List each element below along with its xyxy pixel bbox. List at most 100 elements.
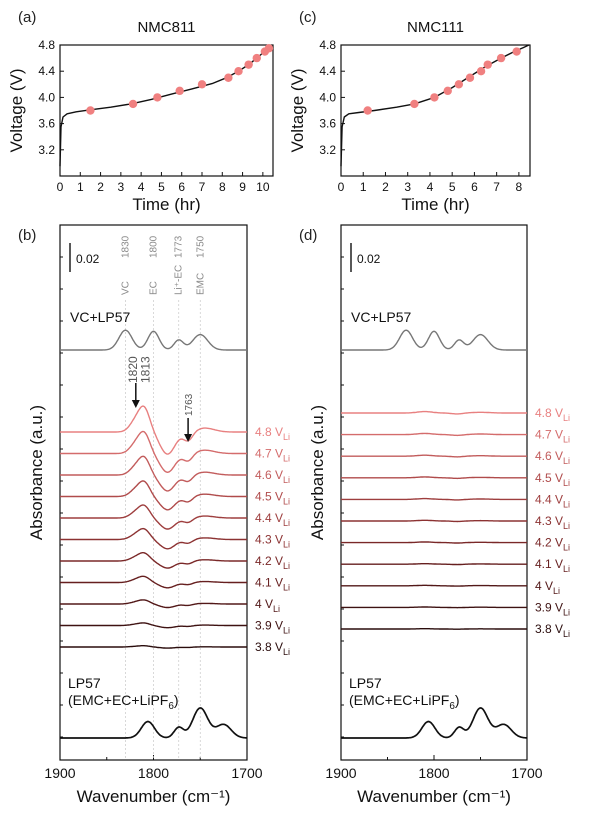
- y-axis-label: Voltage (V): [7, 68, 26, 152]
- bottom-spectrum-sublabel-tail: ): [455, 692, 460, 708]
- series-voltage: 4.7 V: [255, 447, 283, 461]
- bottom-spectrum-sublabel-sub: 6: [168, 701, 174, 712]
- series-subscript: Li: [563, 543, 570, 553]
- reference-line-value: 1750: [195, 235, 206, 258]
- chart-title: NMC811: [137, 19, 195, 36]
- voltage-marker: [197, 80, 207, 89]
- series-label: 4 VLi: [535, 579, 560, 596]
- x-tick-label: 1800: [138, 765, 169, 781]
- x-tick-label: 2: [97, 180, 104, 194]
- y-tick-label: 4.0: [38, 90, 55, 104]
- series-subscript: Li: [283, 561, 290, 571]
- scale-bar-label: 0.02: [76, 252, 100, 266]
- bottom-spectrum-label: LP57: [349, 675, 382, 691]
- voltage-panel-c: (c) NMC111 0 1 2 3 4 5 6 7 8 3.2 3.6 4.0 4.4 4.8 Time (h…: [288, 9, 531, 214]
- bottom-spectrum-sublabel: (EMC+EC+LiPF6): [349, 692, 460, 712]
- y-tick-label: 4.0: [319, 90, 336, 104]
- x-tick-label: 2: [382, 180, 389, 194]
- x-tick-label: 1700: [511, 765, 542, 781]
- bottom-spectrum-sublabel-main: (EMC+EC+LiPF: [68, 692, 168, 708]
- spectrum-4.6v: [60, 455, 247, 492]
- x-tick-label: 8: [219, 180, 226, 194]
- spectrum-4.7v: [341, 432, 527, 437]
- x-tick-label: 6: [178, 180, 185, 194]
- bottom-spectrum-label: LP57: [68, 675, 101, 691]
- x-tick-label: 4: [427, 180, 434, 194]
- x-tick-label: 6: [471, 180, 478, 194]
- voltage-marker: [363, 106, 372, 115]
- series-voltage: 4.5 V: [535, 471, 563, 485]
- series-voltage: 4.3 V: [535, 514, 563, 528]
- series-label: 4.1 VLi: [535, 557, 570, 574]
- spectrum-4.8v: [60, 405, 247, 455]
- voltage-marker: [443, 86, 452, 96]
- x-axis-label: Wavenumber (cm⁻¹): [357, 787, 511, 806]
- plot-frame: [59, 44, 274, 177]
- top-spectrum-label: VC+LP57: [351, 309, 412, 325]
- series-label: 4.1 VLi: [255, 576, 290, 593]
- series-subscript: Li: [273, 604, 280, 614]
- series-subscript: Li: [283, 647, 290, 657]
- spectrum-4.2v: [60, 552, 247, 569]
- spectrum-4.3v: [60, 527, 247, 550]
- series-label: 4.7 VLi: [255, 447, 290, 464]
- voltage-marker: [264, 44, 274, 53]
- y-axis-label: Voltage (V): [288, 68, 307, 152]
- voltage-curve: [59, 44, 273, 167]
- reference-line-value: 1773: [174, 235, 185, 258]
- plot-frame: [340, 44, 531, 177]
- spectrum-3.8v: [341, 628, 527, 630]
- spectrum-lp57: [341, 707, 527, 739]
- voltage-marker: [465, 73, 475, 82]
- y-tick-label: 3.6: [319, 117, 336, 131]
- series-subscript: Li: [563, 564, 570, 574]
- x-axis-label: Time (hr): [132, 195, 200, 214]
- x-tick-label: 7: [493, 180, 500, 194]
- spectrum-4.6v: [341, 454, 527, 458]
- voltage-marker: [496, 53, 506, 63]
- series-voltage: 4.4 V: [255, 511, 283, 525]
- bottom-spectrum-sublabel: (EMC+EC+LiPF6): [68, 692, 179, 712]
- y-tick-label: 3.2: [319, 143, 336, 157]
- series-subscript: Li: [283, 432, 290, 442]
- series-subscript: Li: [563, 456, 570, 466]
- voltage-marker: [476, 67, 486, 76]
- x-tick-label: 9: [239, 180, 246, 194]
- x-tick-label: 1700: [231, 765, 262, 781]
- series-label: 4 VLi: [255, 597, 280, 614]
- top-spectrum-label: VC+LP57: [70, 309, 131, 325]
- x-tick-label: 1900: [325, 765, 356, 781]
- series-label: 4.2 VLi: [535, 536, 570, 553]
- annotation-arrowhead: [131, 400, 140, 408]
- spectrum-lp57: [60, 707, 247, 739]
- reference-line-value: 1800: [149, 235, 160, 258]
- annotation-arrowhead: [184, 434, 193, 442]
- voltage-marker: [252, 53, 261, 63]
- series-voltage: 4.5 V: [255, 490, 283, 504]
- x-tick-label: 5: [158, 180, 165, 194]
- reference-line-label: EC: [149, 281, 160, 295]
- series-label: 3.9 VLi: [535, 600, 570, 617]
- series-voltage: 4.1 V: [535, 557, 563, 571]
- voltage-curve: [340, 44, 530, 167]
- scale-bar-label: 0.02: [357, 252, 381, 266]
- x-tick-label: 7: [199, 180, 206, 194]
- voltage-marker: [234, 67, 243, 76]
- annotation-text: 1820: [126, 356, 140, 383]
- spectrum-4.4v: [341, 497, 527, 501]
- panel-letter: (a): [18, 9, 36, 26]
- series-voltage: 4.8 V: [255, 425, 283, 439]
- voltage-marker: [454, 80, 464, 89]
- spectrum-4.7v: [60, 430, 247, 473]
- bottom-spectrum-sublabel-tail: ): [174, 692, 179, 708]
- x-tick-label: 3: [404, 180, 411, 194]
- voltage-marker: [512, 47, 521, 56]
- series-voltage: 4.3 V: [255, 533, 283, 547]
- voltage-marker: [430, 93, 439, 102]
- series-voltage: 3.8 V: [255, 640, 283, 654]
- x-tick-label: 1900: [44, 765, 75, 781]
- reference-line-label: EMC: [195, 273, 206, 295]
- panel-letter: (b): [18, 227, 36, 244]
- y-axis-label: Absorbance (a.u.): [27, 405, 46, 540]
